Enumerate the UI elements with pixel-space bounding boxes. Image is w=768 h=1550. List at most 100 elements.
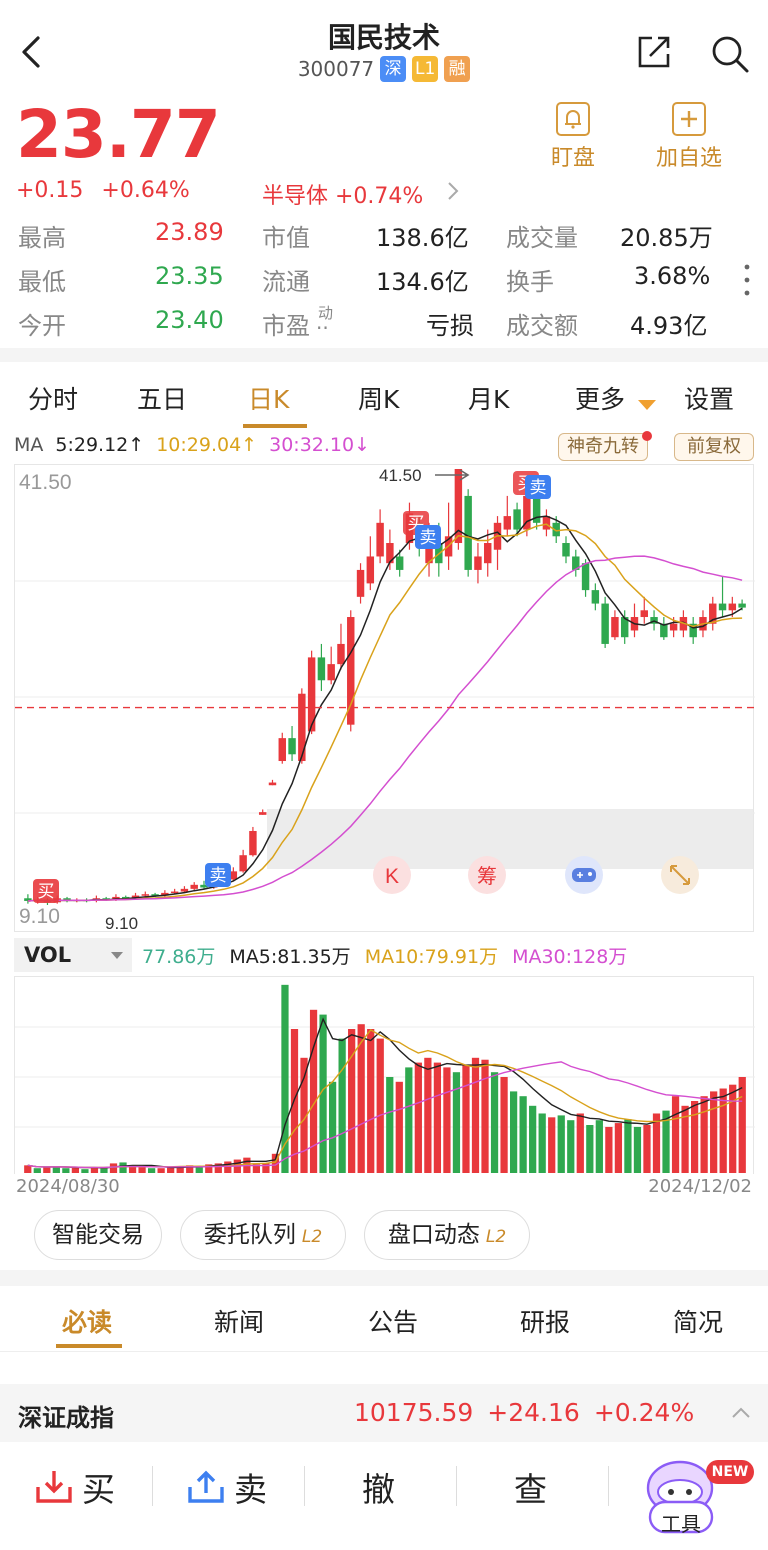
caret-down-icon[interactable]: [637, 388, 657, 417]
sell-signal-marker[interactable]: 卖: [415, 525, 441, 549]
buy-button[interactable]: 买: [34, 1462, 115, 1512]
volume-bar: [729, 1084, 737, 1173]
exchange-tag: 深: [380, 56, 407, 82]
add-watchlist-button[interactable]: 加自选: [648, 102, 730, 172]
candle: [532, 495, 541, 523]
tab-settings[interactable]: 设置: [684, 385, 735, 414]
caret-down-icon: [111, 952, 123, 959]
tab-daily-k[interactable]: 日K: [248, 385, 290, 414]
date-end: 2024/12/02: [648, 1176, 752, 1197]
candle: [611, 617, 619, 638]
volume-bar: [614, 1123, 623, 1173]
volume-bar: [738, 1077, 746, 1173]
gamepad-icon[interactable]: [565, 856, 603, 894]
y-min-label: 9.10: [19, 905, 60, 928]
add-label: 加自选: [655, 146, 722, 171]
tab-announcements[interactable]: 公告: [368, 1308, 419, 1337]
chip-tool-button[interactable]: 筹: [468, 856, 506, 894]
volume-bar: [424, 1057, 432, 1173]
expand-icon[interactable]: [661, 856, 699, 894]
turnover-value: 3.68%: [634, 262, 711, 290]
volume-bar: [224, 1161, 232, 1173]
volume-chart[interactable]: [14, 976, 755, 1174]
order-queue-button[interactable]: 委托队列 L2: [180, 1210, 346, 1260]
news-tabs: 必读 新闻 公告 研报 简况: [0, 1286, 768, 1352]
candle: [307, 657, 316, 732]
volume-bar: [557, 1115, 565, 1173]
sell-signal-marker[interactable]: 卖: [525, 475, 551, 499]
share-icon[interactable]: [636, 34, 672, 70]
buy-signal-marker[interactable]: 买: [33, 879, 59, 903]
kline-chart[interactable]: 41.50 41.50 9.10 9.10 买 卖 买 卖 买 卖: [14, 464, 755, 933]
candle: [591, 590, 600, 604]
volume-bar: [100, 1168, 108, 1173]
divider: [0, 348, 768, 362]
cancel-button[interactable]: 撤: [362, 1462, 395, 1512]
volume-bar: [52, 1166, 60, 1173]
indicator-select[interactable]: VOL: [14, 938, 132, 972]
index-change-pct: +0.24%: [593, 1398, 695, 1427]
search-icon[interactable]: [710, 34, 750, 74]
market-dynamic-button[interactable]: 盘口动态 L2: [364, 1210, 530, 1260]
tab-weekly-k[interactable]: 周K: [358, 385, 400, 414]
sell-signal-marker[interactable]: 卖: [205, 863, 231, 887]
tab-more[interactable]: 更多: [575, 385, 626, 414]
open-label: 今开: [18, 312, 66, 340]
chevron-up-icon[interactable]: [730, 1404, 752, 1420]
back-icon[interactable]: [14, 34, 50, 70]
candle: [552, 522, 560, 537]
index-ticker[interactable]: 深证成指 10175.59 +24.16 +0.24%: [0, 1384, 768, 1442]
vol-ma5: MA5:81.35万: [229, 946, 351, 968]
query-button[interactable]: 查: [514, 1462, 547, 1512]
candle: [190, 884, 198, 889]
volume-bar: [548, 1117, 556, 1173]
watch-button[interactable]: 盯盘: [540, 102, 606, 172]
volume-bar: [538, 1113, 546, 1173]
ma-label: MA: [14, 434, 44, 456]
l2-tag: L2: [485, 1227, 507, 1247]
candle: [24, 898, 32, 901]
high-label: 最高: [18, 224, 66, 252]
index-values: 10175.59 +24.16 +0.24%: [354, 1398, 694, 1427]
volume-bar: [567, 1120, 575, 1173]
nine-turn-button[interactable]: 神奇九转: [558, 431, 652, 461]
candle: [454, 469, 463, 544]
volume-bar: [24, 1165, 32, 1173]
k-tool-button[interactable]: K: [373, 856, 411, 894]
candle: [141, 894, 150, 896]
volume-bars-layer: [24, 984, 746, 1173]
watch-label: 盯盘: [550, 146, 595, 171]
candle: [425, 543, 433, 564]
volume-bar: [719, 1088, 727, 1173]
sector-link[interactable]: 半导体 +0.74%: [262, 184, 424, 209]
volume-bar: [119, 1162, 127, 1173]
volume-bar: [633, 1126, 642, 1173]
more-vertical-icon[interactable]: [740, 262, 754, 298]
candle: [581, 563, 590, 591]
tab-news[interactable]: 新闻: [214, 1308, 265, 1337]
candle: [102, 898, 110, 900]
stats-row: 最高 23.89 市值 138.6亿 成交量 20.85万: [0, 212, 768, 256]
tab-profile[interactable]: 简况: [673, 1308, 724, 1337]
candle: [660, 623, 668, 638]
smart-trade-button[interactable]: 智能交易: [34, 1210, 162, 1260]
tab-monthly-k[interactable]: 月K: [468, 385, 510, 414]
ma-legend: MA 5:29.12↑ 10:29.04↑ 30:32.10↓: [14, 434, 370, 456]
sell-button[interactable]: 卖: [186, 1462, 267, 1512]
adjust-button[interactable]: 前复权: [674, 433, 754, 461]
tab-five-day[interactable]: 五日: [137, 385, 188, 414]
mcap-label: 市值: [262, 224, 310, 252]
ma30-line: [27, 555, 743, 902]
smart-trade-label: 智能交易: [52, 1222, 144, 1248]
tab-intraday[interactable]: 分时: [28, 385, 79, 414]
chevron-right-icon[interactable]: [446, 180, 460, 208]
volume-bar: [33, 1168, 41, 1173]
tab-research[interactable]: 研报: [520, 1308, 571, 1337]
tools-button[interactable]: 工具 NEW: [640, 1452, 760, 1538]
ma-lines-layer: [27, 515, 743, 902]
tab-must-read[interactable]: 必读: [62, 1308, 113, 1337]
download-icon: [36, 1471, 72, 1503]
upload-icon: [188, 1470, 224, 1503]
volume-bar: [109, 1163, 118, 1173]
header: 国民技术 300077 深 L1 融: [0, 0, 768, 100]
